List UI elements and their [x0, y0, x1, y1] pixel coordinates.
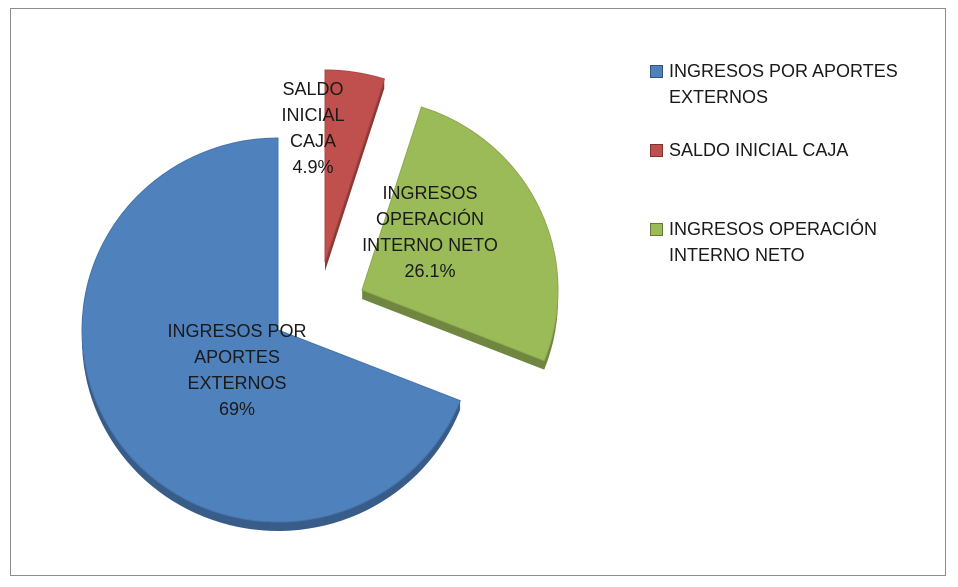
data-label-category: SALDO INICIAL CAJA	[281, 79, 345, 151]
pie-slice	[361, 106, 559, 362]
data-label-category: INGRESOS OPERACIÓN INTERNO NETO	[362, 183, 498, 255]
data-label-value: 26.1%	[404, 261, 456, 281]
data-label: SALDO INICIAL CAJA 4.9%	[258, 76, 368, 180]
legend-swatch	[650, 65, 663, 78]
data-label-category: INGRESOS POR APORTES EXTERNOS	[167, 321, 307, 393]
pie-slice	[324, 69, 386, 263]
legend-label: SALDO INICIAL CAJA	[669, 140, 849, 160]
legend-swatch	[650, 144, 663, 157]
legend-swatch	[650, 223, 663, 236]
pie-slice	[81, 137, 461, 523]
data-label: INGRESOS POR APORTES EXTERNOS 69%	[152, 318, 322, 422]
data-label: INGRESOS OPERACIÓN INTERNO NETO 26.1%	[340, 180, 520, 284]
data-label-value: 4.9%	[292, 157, 334, 177]
chart-frame	[10, 8, 946, 576]
legend-label: INGRESOS POR APORTES EXTERNOS	[669, 61, 898, 107]
legend-label: INGRESOS OPERACIÓN INTERNO NETO	[669, 219, 878, 265]
data-label-value: 69%	[218, 399, 256, 419]
